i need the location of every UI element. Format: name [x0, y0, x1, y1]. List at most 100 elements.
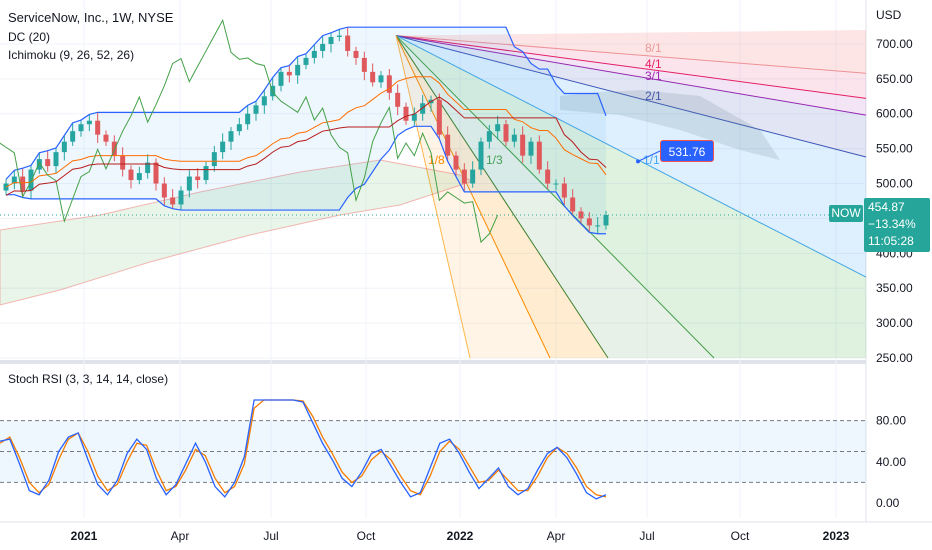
- stoch-tick-label: 0.00: [876, 496, 900, 510]
- candle: [595, 225, 601, 227]
- candle: [128, 169, 134, 181]
- fan-line: [395, 35, 867, 74]
- target-price-label[interactable]: 531.76: [660, 140, 714, 162]
- price-tick-label: 650.00: [876, 72, 913, 86]
- candle: [411, 113, 417, 121]
- candle: [561, 183, 567, 198]
- price-tick-label: 550.00: [876, 142, 913, 156]
- time-tick-label: 2022: [447, 529, 474, 543]
- candle: [86, 120, 92, 125]
- candle: [378, 75, 384, 83]
- fan-zone: [396, 35, 550, 358]
- candle: [220, 141, 226, 153]
- candle: [303, 57, 309, 65]
- candle: [103, 134, 109, 142]
- candle: [486, 131, 492, 142]
- fan-line: [395, 35, 609, 359]
- fan-line: [395, 35, 715, 359]
- ichimoku-baseline: [5, 96, 607, 196]
- candle: [320, 43, 326, 51]
- fan-line: [395, 35, 867, 99]
- price-tick-label: 350.00: [876, 281, 913, 295]
- candle: [28, 169, 34, 191]
- candle: [445, 134, 451, 156]
- candle: [545, 169, 551, 184]
- candle: [95, 120, 101, 135]
- stoch-k-line: [0, 399, 607, 500]
- candle: [286, 71, 292, 76]
- candle: [45, 159, 51, 167]
- candle: [353, 50, 359, 58]
- candle: [53, 152, 59, 167]
- time-tick-label: Jul: [639, 529, 654, 543]
- candle: [120, 155, 126, 170]
- candle: [236, 124, 242, 132]
- stoch-d-line: [0, 399, 607, 498]
- candle: [78, 124, 84, 132]
- candle: [478, 141, 484, 170]
- candle: [395, 92, 401, 107]
- candle: [420, 103, 426, 114]
- candle: [111, 141, 117, 156]
- candle: [453, 155, 459, 170]
- price-tick-label: 700.00: [876, 37, 913, 51]
- fan-zone: [396, 35, 608, 358]
- candle: [536, 141, 542, 170]
- price-tag-countdown: 11:05:28: [868, 234, 914, 248]
- fan-zone: [396, 35, 714, 358]
- fan-line: [395, 35, 867, 116]
- candle: [295, 64, 301, 76]
- candle: [211, 152, 217, 167]
- ichimoku-legend[interactable]: Ichimoku (9, 26, 52, 26): [8, 48, 135, 62]
- price-tick-label: 600.00: [876, 107, 913, 121]
- ichimoku-cloud-future: [560, 90, 780, 160]
- candle: [278, 71, 284, 86]
- candle: [61, 141, 67, 153]
- candle: [345, 35, 351, 51]
- candle: [570, 197, 576, 212]
- candle: [361, 57, 367, 72]
- dc-basis: [5, 76, 607, 188]
- candle: [136, 173, 142, 181]
- fan-label: 1/3: [486, 153, 503, 167]
- dc-legend[interactable]: DC (20): [8, 30, 51, 44]
- target-connector: [637, 150, 661, 162]
- time-tick-label: Oct: [357, 529, 376, 543]
- stoch-tick-label: 40.00: [876, 455, 906, 469]
- candle: [36, 159, 42, 170]
- ichimoku-cloud: [0, 159, 471, 306]
- time-tick-label: Apr: [547, 529, 566, 543]
- candle: [145, 162, 151, 174]
- candle: [503, 124, 509, 142]
- fan-label: 8/1: [645, 41, 662, 55]
- candle: [470, 169, 476, 184]
- fan-label: 4/1: [645, 57, 662, 71]
- candle: [170, 197, 176, 205]
- candle: [386, 75, 392, 93]
- price-tag: 454.87 −13.34% 11:05:28: [864, 198, 930, 252]
- symbol-tag: NOW: [829, 205, 863, 222]
- candle: [70, 131, 76, 142]
- dc-lower: [6, 125, 606, 235]
- price-tick-label: 300.00: [876, 316, 913, 330]
- candle: [11, 176, 17, 184]
- candle: [495, 124, 501, 132]
- fan-line: [395, 35, 471, 359]
- candle: [461, 169, 467, 184]
- candle: [336, 35, 342, 37]
- candle: [370, 71, 376, 83]
- candle: [20, 176, 26, 191]
- candle: [161, 183, 167, 198]
- candle: [153, 162, 159, 184]
- candle: [603, 215, 609, 226]
- stoch-legend[interactable]: Stoch RSI (3, 3, 14, 14, close): [8, 372, 169, 386]
- price-tick-label: 500.00: [876, 177, 913, 191]
- fan-line: [395, 35, 867, 278]
- candle: [228, 131, 234, 142]
- dc-upper: [5, 26, 607, 180]
- price-tag-price: 454.87: [868, 200, 905, 214]
- symbol-title[interactable]: ServiceNow, Inc., 1W, NYSE: [8, 10, 174, 25]
- candle: [520, 134, 526, 156]
- candle: [311, 50, 317, 58]
